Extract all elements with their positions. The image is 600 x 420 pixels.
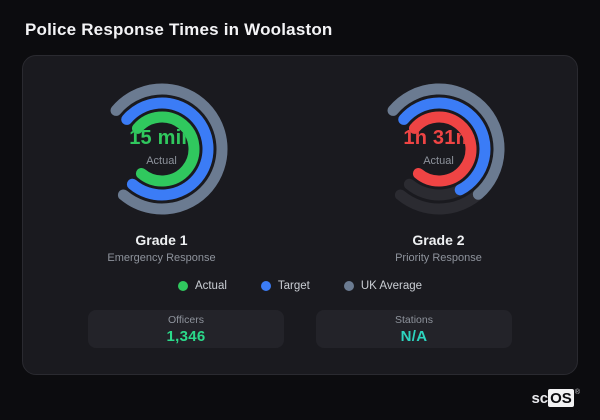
grade2-gauge-section: 1h 31m Actual Grade 2 Priority Response — [300, 74, 577, 264]
legend-label: UK Average — [360, 280, 423, 292]
grade2-actual-value: 1h 31m — [403, 127, 474, 149]
stations-stat-label: Stations — [395, 313, 433, 326]
stations-stat: Stations N/A — [316, 310, 512, 348]
dashboard-page: Police Response Times in Woolaston 15 mi… — [22, 20, 578, 375]
legend-item-actual[interactable]: Actual — [177, 280, 227, 292]
grade1-actual-label: Actual — [146, 155, 177, 167]
legend-item-uk-average[interactable]: UK Average — [343, 280, 423, 292]
scos-logo-box: OS — [548, 389, 574, 407]
legend-item-target[interactable]: Target — [260, 280, 310, 292]
grade2-actual-label: Actual — [423, 155, 454, 167]
scos-logo: sc OS ® — [531, 389, 580, 407]
grade1-gauge-section: 15 min Actual Grade 1 Emergency Response — [23, 74, 300, 264]
target-legend-dot-icon — [260, 281, 271, 291]
stats-row: Officers 1,346 Stations N/A — [23, 310, 577, 348]
grade2-gauge-center: 1h 31m Actual — [364, 72, 514, 222]
actual-legend-dot-icon — [177, 281, 188, 291]
grade1-radial-chart — [110, 83, 227, 215]
chart-legend: Actual Target UK Average — [23, 280, 577, 292]
officers-stat-label: Officers — [168, 313, 204, 326]
grade1-gauge: 15 min Actual — [87, 74, 237, 224]
uk-average-legend-dot-icon — [343, 281, 354, 291]
grade1-subtitle: Emergency Response — [107, 252, 216, 264]
registered-trademark-icon: ® — [574, 389, 580, 396]
legend-label: Target — [277, 280, 310, 292]
grade1-actual-value: 15 min — [129, 127, 194, 149]
scos-logo-prefix: sc — [531, 390, 549, 407]
grade1-gauge-center: 15 min Actual — [87, 72, 237, 222]
grade2-title: Grade 2 — [412, 232, 465, 248]
officers-stat: Officers 1,346 — [88, 310, 284, 348]
legend-label: Actual — [194, 280, 227, 292]
grade1-title: Grade 1 — [135, 232, 188, 248]
grade2-radial-chart — [387, 83, 505, 215]
officers-stat-value: 1,346 — [166, 327, 206, 345]
grade2-subtitle: Priority Response — [395, 252, 482, 264]
stations-stat-value: N/A — [400, 327, 428, 345]
page-title: Police Response Times in Woolaston — [25, 20, 333, 39]
response-times-card: 15 min Actual Grade 1 Emergency Response… — [22, 55, 578, 375]
grade2-gauge: 1h 31m Actual — [364, 74, 514, 224]
gauges-row: 15 min Actual Grade 1 Emergency Response… — [23, 74, 577, 264]
